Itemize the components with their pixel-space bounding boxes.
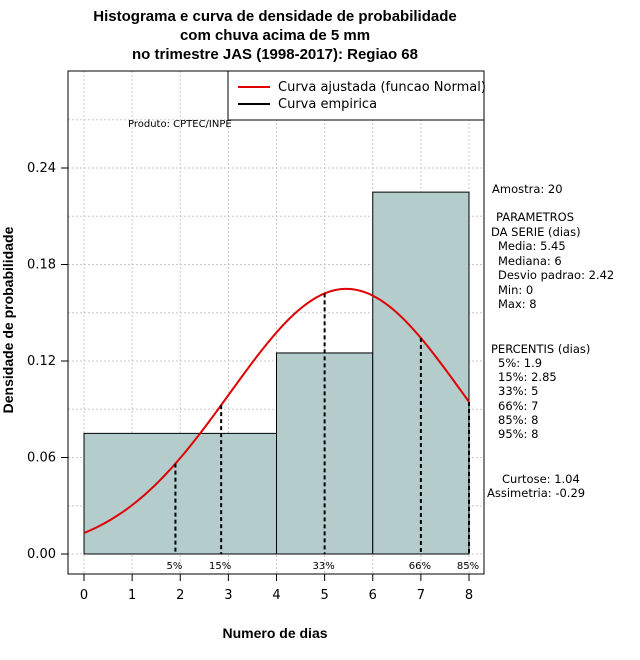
- credit-text: Produto: CPTEC/INPE: [128, 119, 232, 130]
- y-tick-label-1: 0.06: [27, 451, 56, 466]
- y-tick-label-3: 0.18: [27, 258, 56, 273]
- legend-label-empirical: Curva empirica: [278, 97, 377, 112]
- legend-label-fitted: Curva ajustada (funcao Normal): [278, 80, 486, 95]
- percentil-66: 66%: 7: [498, 399, 538, 413]
- legend: Curva ajustada (funcao Normal) Curva emp…: [227, 70, 486, 121]
- fitted-normal-curve: [83, 287, 470, 534]
- x-axis-label: Numero de dias: [222, 625, 327, 641]
- percentile-label-0: 5%: [167, 561, 183, 572]
- x-tick-label-1: 1: [128, 588, 136, 603]
- percentil-95: 95%: 8: [498, 427, 538, 441]
- param-media: Media: 5.45: [498, 239, 566, 253]
- plot-area: 5% 15% 33% 66% 85% 0 1 2 3 4 5 6 7 8 0.00 0.06 0.12 0.18 0…: [27, 70, 485, 603]
- percentil-33: 33%: 5: [498, 384, 538, 398]
- chart-title: Histograma e curva de densidade de proba…: [93, 8, 456, 63]
- x-tick-label-5: 5: [320, 588, 328, 603]
- histogram-bar-0: [83, 432, 277, 555]
- x-tick-label-4: 4: [272, 588, 280, 603]
- param-max: Max: 8: [498, 297, 537, 311]
- x-tick-label-8: 8: [465, 588, 473, 603]
- param-min: Min: 0: [498, 283, 533, 297]
- title-line-2: com chuva acima de 5 mm: [180, 27, 370, 44]
- percentis-header: PERCENTIS (dias): [491, 342, 590, 356]
- title-line-3: no trimestre JAS (1998-2017): Regiao 68: [132, 46, 418, 63]
- percentil-85: 85%: 8: [498, 413, 538, 427]
- y-tick-label-4: 0.24: [27, 161, 56, 176]
- x-tick-label-6: 6: [369, 588, 377, 603]
- percentile-label-1: 15%: [209, 561, 231, 572]
- param-desvio: Desvio padrao: 2.42: [498, 268, 614, 282]
- y-tick-label-2: 0.12: [27, 354, 56, 369]
- x-tick-label-7: 7: [417, 588, 425, 603]
- x-tick-label-0: 0: [80, 588, 88, 603]
- percentile-label-3: 66%: [409, 561, 431, 572]
- params-header-2: DA SERIE (dias): [491, 225, 581, 239]
- percentile-label-2: 33%: [313, 561, 335, 572]
- percentile-label-4: 85%: [457, 561, 479, 572]
- histogram-bar-1: [276, 352, 374, 555]
- y-axis-label: Densidade de probabilidade: [0, 226, 16, 413]
- legend-box: [227, 70, 485, 121]
- stat-sample: Amostra: 20: [492, 182, 563, 196]
- title-line-1: Histograma e curva de densidade de proba…: [93, 8, 456, 25]
- x-tick-label-3: 3: [224, 588, 232, 603]
- percentil-5: 5%: 1.9: [498, 356, 542, 370]
- param-mediana: Mediana: 6: [498, 254, 562, 268]
- stat-curtose: Curtose: 1.04: [502, 472, 580, 486]
- params-header-1: PARAMETROS: [496, 210, 574, 224]
- y-tick-label-0: 0.00: [27, 547, 56, 562]
- stats-panel: Amostra: 20 PARAMETROS DA SERIE (dias) M…: [487, 182, 614, 500]
- x-tick-label-2: 2: [176, 588, 184, 603]
- stat-assimetria: Assimetria: -0.29: [487, 486, 585, 500]
- percentil-15: 15%: 2.85: [498, 370, 557, 384]
